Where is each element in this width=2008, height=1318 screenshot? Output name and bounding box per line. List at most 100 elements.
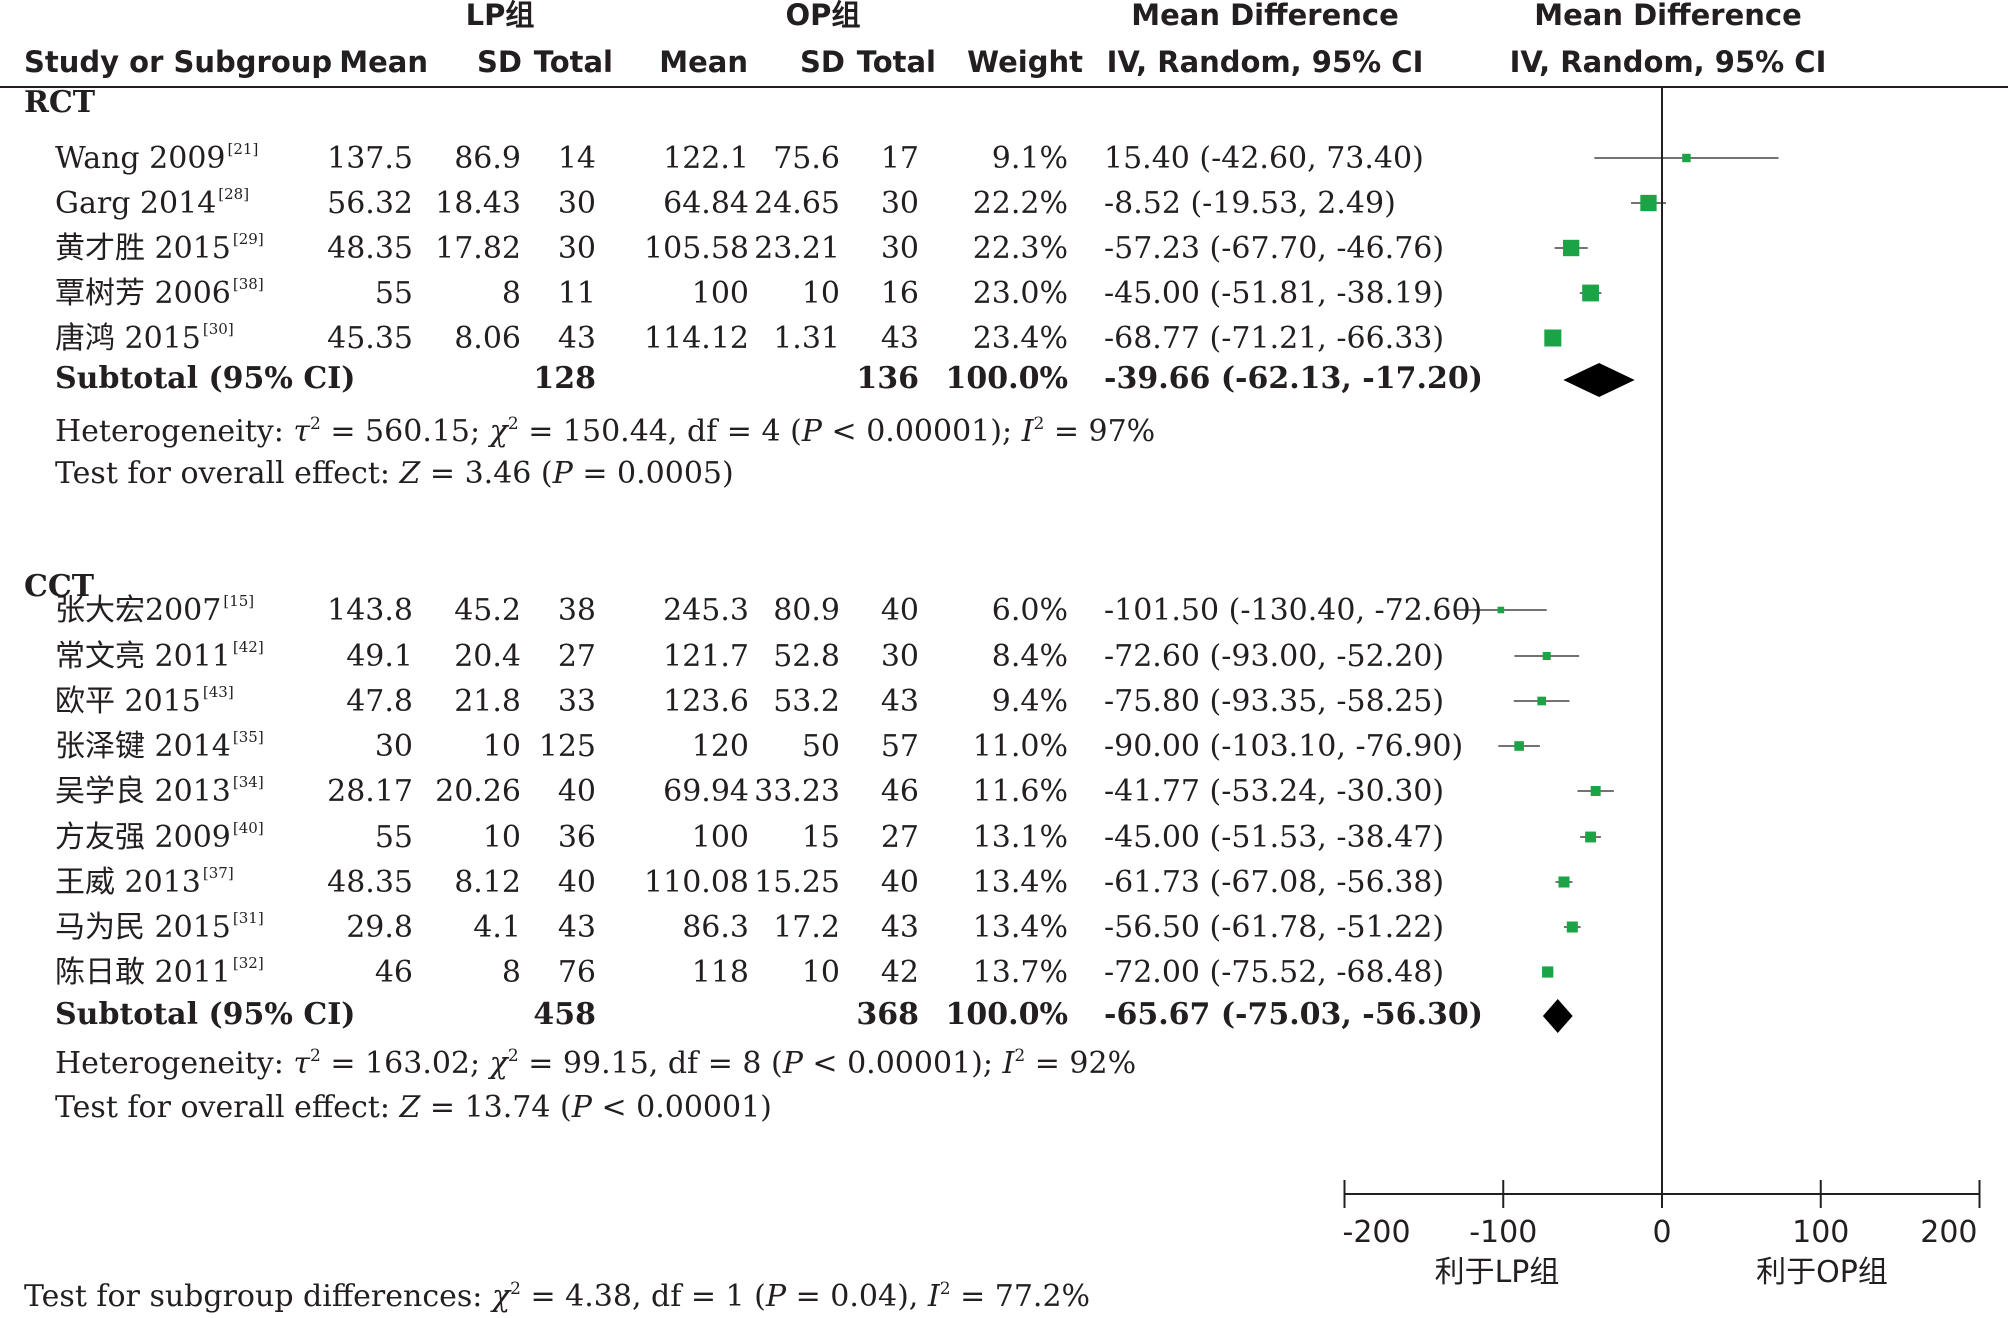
study-ref: [34] — [233, 773, 264, 791]
study-sd1: 20.26 — [435, 774, 521, 809]
study-point — [1558, 876, 1570, 888]
study-mean2: 110.08 — [644, 865, 749, 900]
study-n2: 46 — [881, 774, 919, 809]
axis-tick-label: -200 — [1343, 1215, 1411, 1250]
axis-tick-label: -100 — [1469, 1215, 1537, 1250]
study-n2: 57 — [881, 729, 919, 764]
study-n1: 43 — [558, 910, 596, 945]
study-mean2: 114.12 — [644, 321, 749, 356]
table-rows: RCT Wang 2009 [21] 137.5 86.9 14 122.1 75.6 17 9.… — [24, 85, 1483, 1314]
study-name: 马为民 2015 — [55, 910, 231, 945]
study-mean1: 48.35 — [327, 231, 413, 266]
study-ci: -68.77 (-71.21, -66.33) — [1104, 321, 1444, 356]
study-point — [1590, 786, 1601, 796]
study-n2: 42 — [881, 955, 919, 990]
study-name: 唐鸿 2015 — [55, 321, 201, 356]
study-sd1: 45.2 — [454, 593, 521, 628]
study-mean1: 56.32 — [327, 186, 413, 221]
header-study: Study or Subgroup — [24, 45, 332, 79]
overall-effect-rct-z: Z — [399, 456, 422, 491]
heterogeneity-rct-i-sup: 2 — [1033, 414, 1044, 434]
overall-effect-cct-p: P — [571, 1090, 593, 1125]
study-mean2: 86.3 — [682, 910, 749, 945]
subgroup-diff-p: P — [765, 1279, 787, 1314]
study-point — [1566, 921, 1578, 933]
study-n2: 43 — [881, 321, 919, 356]
study-n2: 30 — [881, 639, 919, 674]
study-n2: 43 — [881, 684, 919, 719]
subtotal-diamond — [1542, 999, 1573, 1033]
study-name: Garg 2014 — [55, 186, 216, 221]
study-sd1: 17.82 — [435, 231, 521, 266]
study-n1: 125 — [539, 729, 596, 764]
subgroup-title-rct: RCT — [24, 85, 96, 120]
study-ci: -45.00 (-51.81, -38.19) — [1104, 276, 1444, 311]
study-mean2: 64.84 — [663, 186, 749, 221]
study-name: 张大宏2007 — [55, 593, 221, 628]
study-mean2: 245.3 — [663, 593, 749, 628]
overall-effect-cct-p-val: < 0.00001) — [592, 1090, 772, 1125]
study-name: 王威 2013 — [55, 865, 201, 900]
study-sd1: 18.43 — [435, 186, 521, 221]
study-weight: 13.7% — [973, 955, 1068, 990]
heterogeneity-cct-prefix: Heterogeneity: — [55, 1046, 293, 1081]
study-mean1: 55 — [375, 820, 413, 855]
favours-left-label: 利于LP组 — [1435, 1255, 1560, 1290]
study-n1: 27 — [558, 639, 596, 674]
study-n1: 30 — [558, 231, 596, 266]
study-name: 黄才胜 2015 — [55, 231, 231, 266]
study-point — [1585, 831, 1596, 843]
study-sd2: 17.2 — [773, 910, 840, 945]
study-ref: [15] — [223, 592, 254, 610]
subtotal-weight: 100.0% — [946, 997, 1068, 1032]
study-sd2: 75.6 — [773, 141, 840, 176]
study-sd1: 86.9 — [454, 141, 521, 176]
overall-effect-cct-z-val: = 13.74 ( — [420, 1090, 571, 1125]
study-name: 陈日敢 2011 — [55, 955, 231, 990]
study-ci: -56.50 (-61.78, -51.22) — [1104, 910, 1444, 945]
heterogeneity-rct-prefix: Heterogeneity: — [55, 414, 293, 449]
study-mean2: 69.94 — [663, 774, 749, 809]
study-ci: -75.80 (-93.35, -58.25) — [1104, 684, 1444, 719]
subtotal-weight: 100.0% — [946, 361, 1068, 396]
study-mean2: 122.1 — [663, 141, 749, 176]
overall-effect-rct-p: P — [552, 456, 574, 491]
study-sd2: 24.65 — [754, 186, 840, 221]
subtotal-diamond — [1563, 363, 1635, 397]
axis-tick-label: 0 — [1652, 1215, 1671, 1250]
study-point — [1497, 606, 1505, 614]
study-weight: 22.2% — [973, 186, 1068, 221]
study-sd1: 20.4 — [454, 639, 521, 674]
study-weight: 13.4% — [973, 865, 1068, 900]
overall-effect-rct: Test for overall effect: Z = 3.46 (P = 0… — [55, 456, 734, 491]
study-n1: 40 — [558, 774, 596, 809]
study-ref: [30] — [203, 320, 234, 338]
subtotal-label: Subtotal (95% CI) — [55, 361, 355, 396]
study-sd1: 8 — [502, 276, 521, 311]
study-mean1: 49.1 — [346, 639, 413, 674]
subtotal-n1: 128 — [533, 361, 596, 396]
study-ci: -8.52 (-19.53, 2.49) — [1104, 186, 1396, 221]
study-weight: 9.4% — [992, 684, 1068, 719]
study-sd2: 33.23 — [754, 774, 840, 809]
study-point — [1542, 966, 1554, 978]
study-ref: [21] — [228, 140, 259, 158]
study-mean2: 120 — [692, 729, 749, 764]
study-sd2: 15 — [802, 820, 840, 855]
study-point — [1562, 239, 1580, 257]
study-weight: 23.0% — [973, 276, 1068, 311]
study-n2: 16 — [881, 276, 919, 311]
study-n2: 40 — [881, 593, 919, 628]
heterogeneity-cct-chi: χ — [488, 1046, 510, 1081]
study-mean2: 100 — [692, 820, 749, 855]
header-sd2: SD — [800, 45, 845, 79]
heterogeneity-rct-tau-val: = 560.15; — [321, 414, 490, 449]
heterogeneity-rct-chi-sup: 2 — [508, 414, 519, 434]
study-ci: -101.50 (-130.40, -72.60) — [1104, 593, 1482, 628]
subtotal-ci: -39.66 (-62.13, -17.20) — [1104, 361, 1483, 396]
axis-tick-label: 200 — [1920, 1215, 1977, 1250]
heterogeneity-rct-chi: χ — [488, 414, 510, 449]
heterogeneity-cct-i-val: = 92% — [1025, 1046, 1136, 1081]
study-weight: 13.4% — [973, 910, 1068, 945]
